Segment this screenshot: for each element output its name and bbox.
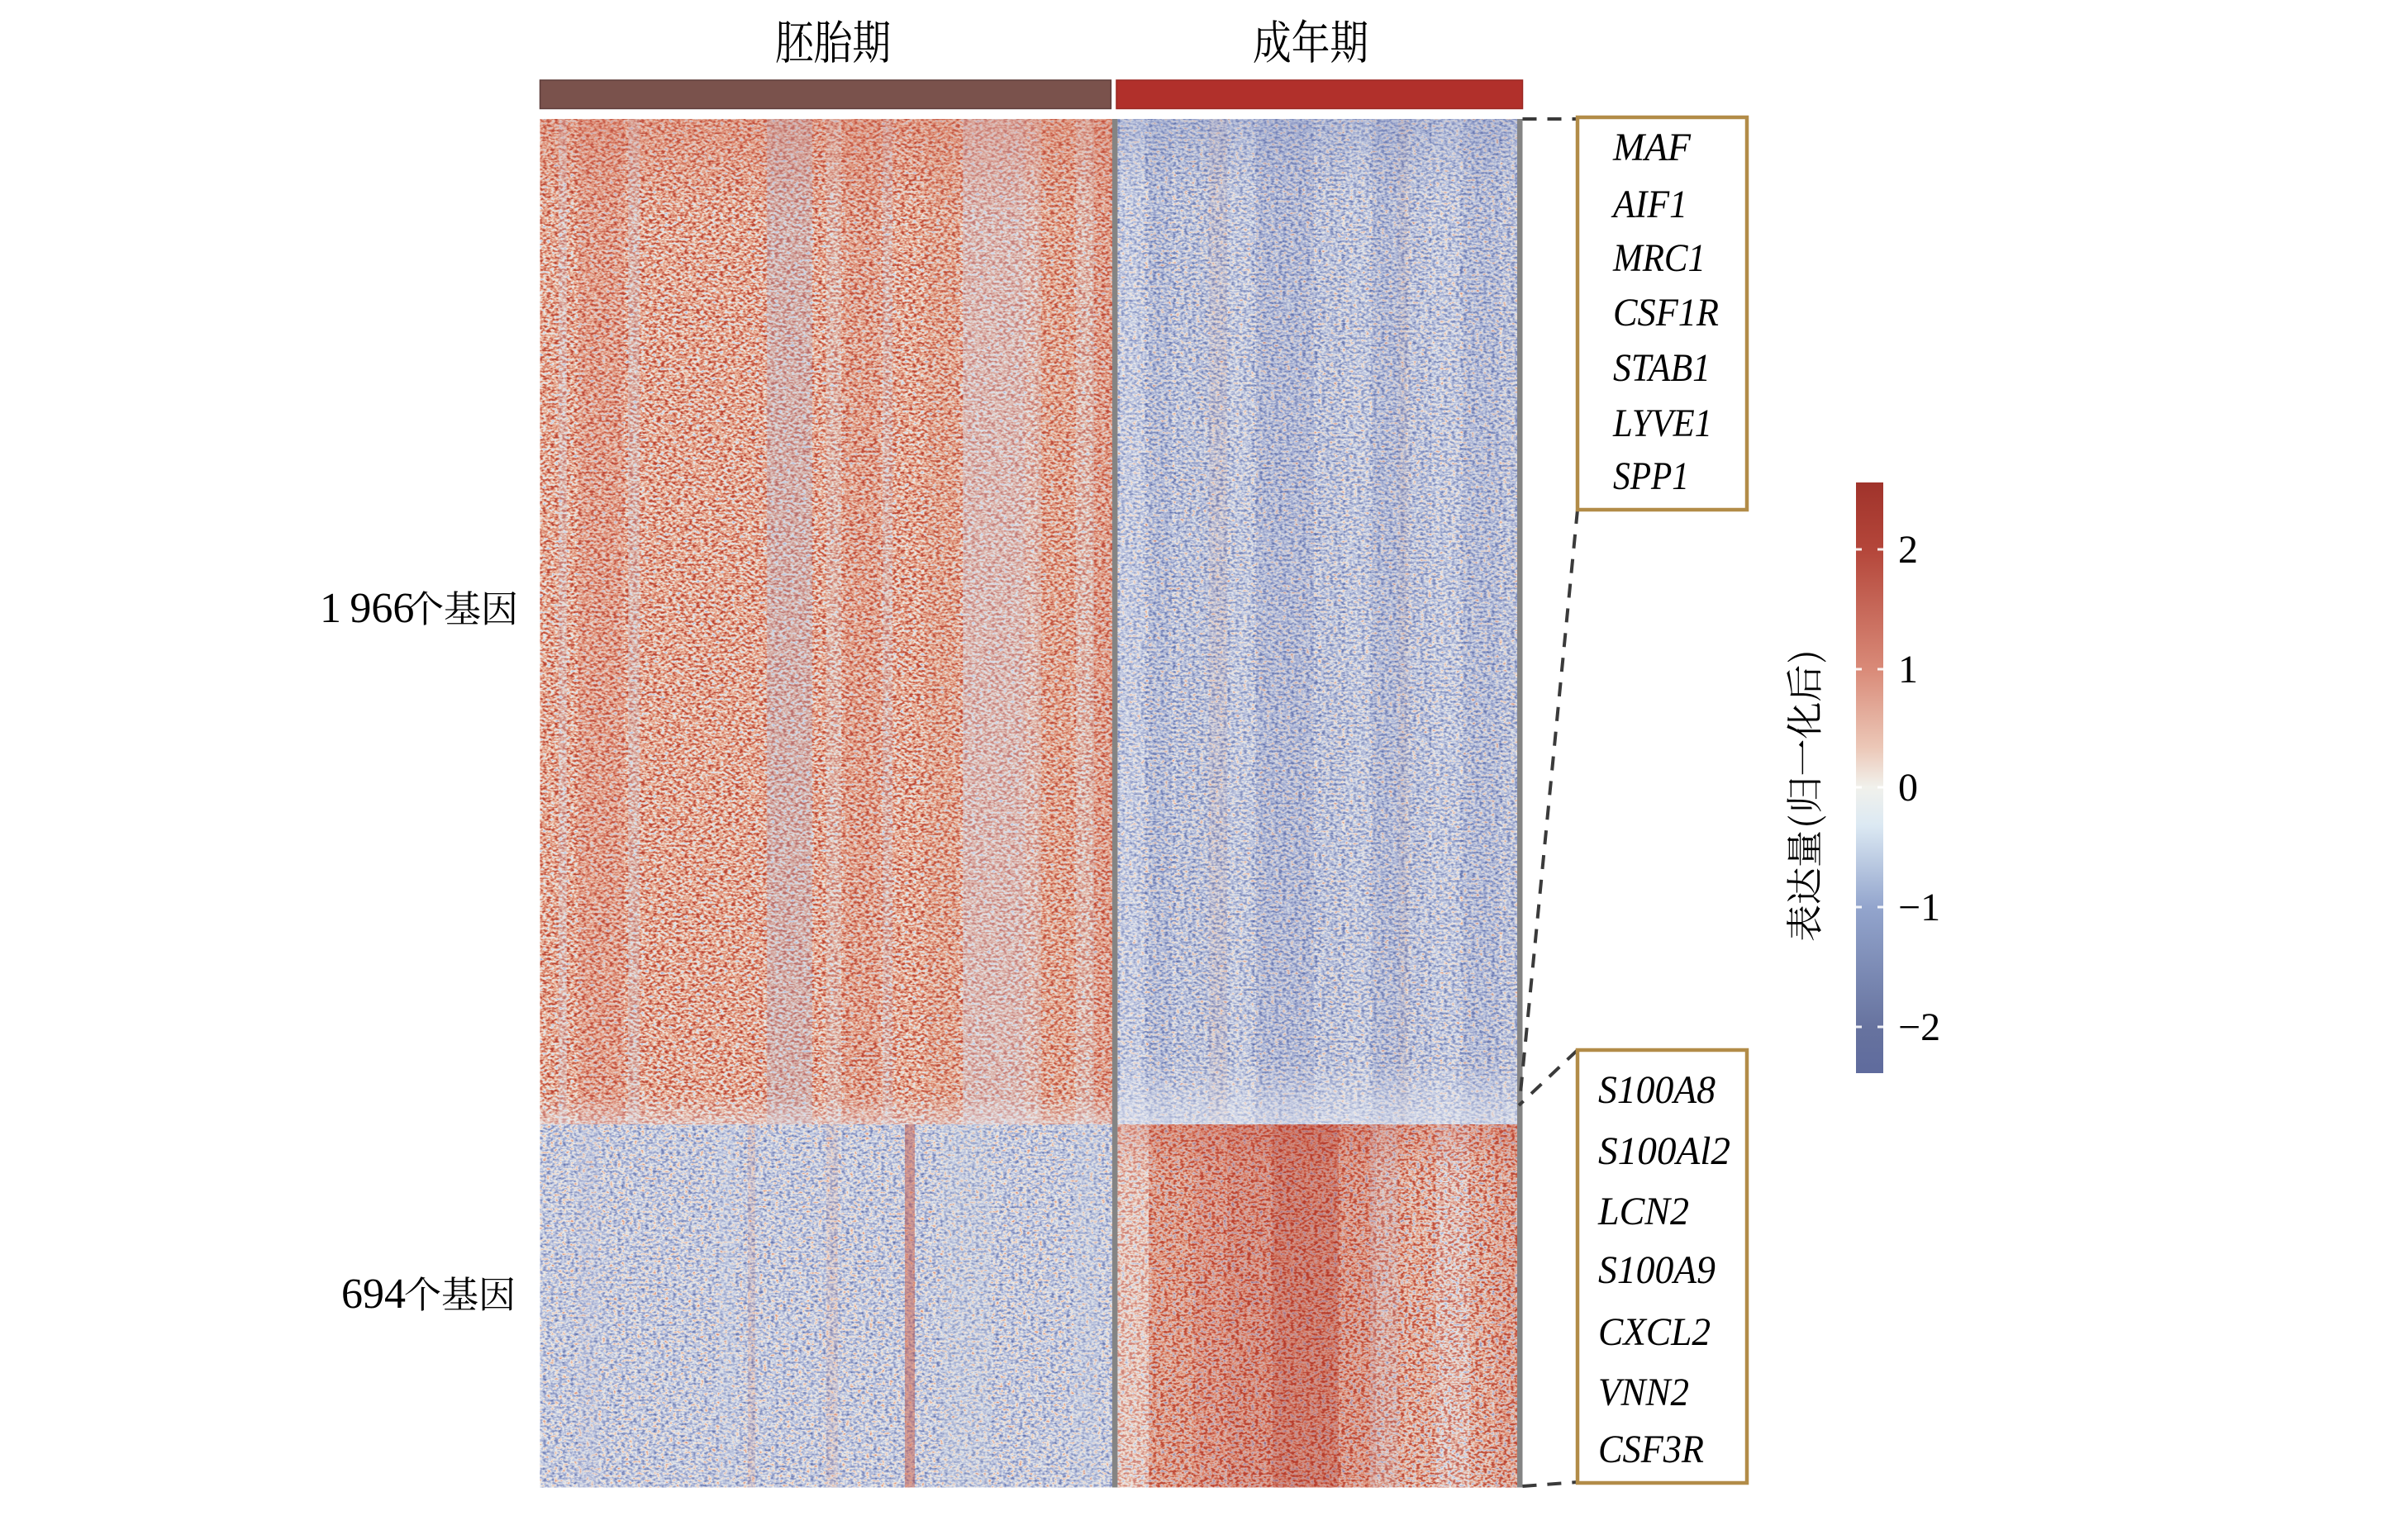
svg-text:S100A8: S100A8 (1598, 1068, 1716, 1112)
svg-text:CXCL2: CXCL2 (1598, 1310, 1711, 1354)
svg-text:0: 0 (1898, 766, 1918, 810)
svg-text:CSF3R: CSF3R (1598, 1428, 1704, 1471)
svg-text:AIF1: AIF1 (1611, 183, 1687, 226)
svg-text:MAF: MAF (1612, 126, 1692, 169)
svg-text:1: 1 (1898, 648, 1918, 691)
svg-text:LCN2: LCN2 (1597, 1190, 1689, 1233)
svg-text:694: 694 (341, 1271, 406, 1318)
svg-text:CSF1R: CSF1R (1613, 291, 1719, 335)
svg-text:VNN2: VNN2 (1598, 1371, 1689, 1414)
svg-text:SPP1: SPP1 (1613, 454, 1689, 498)
svg-text:1 966: 1 966 (320, 585, 414, 632)
svg-text:2: 2 (1898, 528, 1918, 572)
svg-text:MRC1: MRC1 (1612, 236, 1706, 280)
svg-text:−1: −1 (1898, 886, 1940, 929)
svg-text:LYVE1: LYVE1 (1612, 402, 1712, 445)
svg-text:−2: −2 (1898, 1005, 1940, 1049)
svg-text:STAB1: STAB1 (1613, 346, 1711, 390)
svg-text:S100Al2: S100Al2 (1598, 1129, 1730, 1173)
svg-text:S100A9: S100A9 (1598, 1248, 1716, 1292)
